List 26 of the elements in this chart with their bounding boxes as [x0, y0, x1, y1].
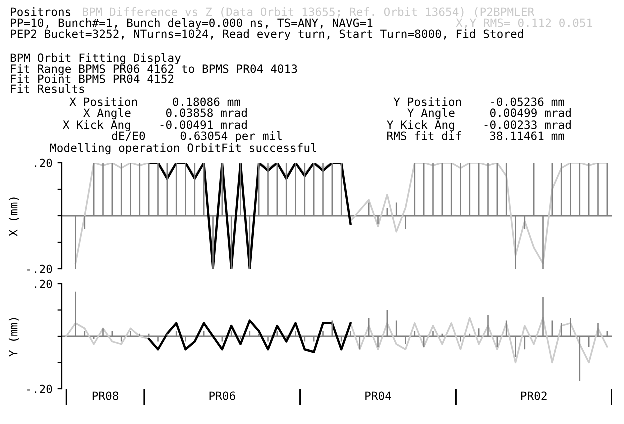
text: Y Position -0.05236 mm: [394, 98, 564, 106]
text: Fit Results: [11, 84, 84, 94]
text: Y Angle 0.00499 mrad: [408, 108, 571, 120]
text: PEP2 Bucket=3252, NTurns=1024, Read every turn, Start Turn=8000, Fid Stored: [11, 30, 524, 41]
text: X Kick Ang -0.00491 mrad: [62, 120, 247, 132]
y-tick-label: .20: [35, 158, 52, 168]
text: PR04: [366, 392, 392, 400]
text: PP=10, Bunch#=1, Bunch delay=0.000 ns, TS=ANY, NAVG=1: [11, 18, 373, 30]
text: PR02: [521, 392, 547, 400]
y-axis-title: X (mm): [8, 198, 20, 236]
text: Modelling operation OrbitFit successful: [50, 143, 316, 155]
text: RMS fit dif 38.11461 mm: [388, 132, 564, 140]
text: X Angle 0.03858 mrad: [84, 108, 247, 120]
text: dE/E0 0.63054 per mil: [112, 131, 282, 143]
chart-title: Positrons: [11, 8, 71, 16]
y-tick-label: -.20: [28, 384, 52, 394]
text: Y Kick Ang -0.00233 mrad: [387, 120, 571, 132]
text: X Position 0.18086 mm: [70, 98, 240, 106]
text: PR06: [210, 392, 236, 400]
y-axis-title: Y (mm): [8, 318, 20, 357]
y-tick-label: .20: [35, 280, 52, 289]
text: PR08: [92, 392, 119, 400]
text: BPM Orbit Fitting Display: [10, 53, 181, 65]
text: Fit Range BPMS PR06 4162 to BPMS PR04 4013: [11, 64, 298, 76]
text: Fit Point BPMS PR04 4152: [11, 74, 174, 84]
y-tick-label: -.20: [28, 264, 52, 274]
